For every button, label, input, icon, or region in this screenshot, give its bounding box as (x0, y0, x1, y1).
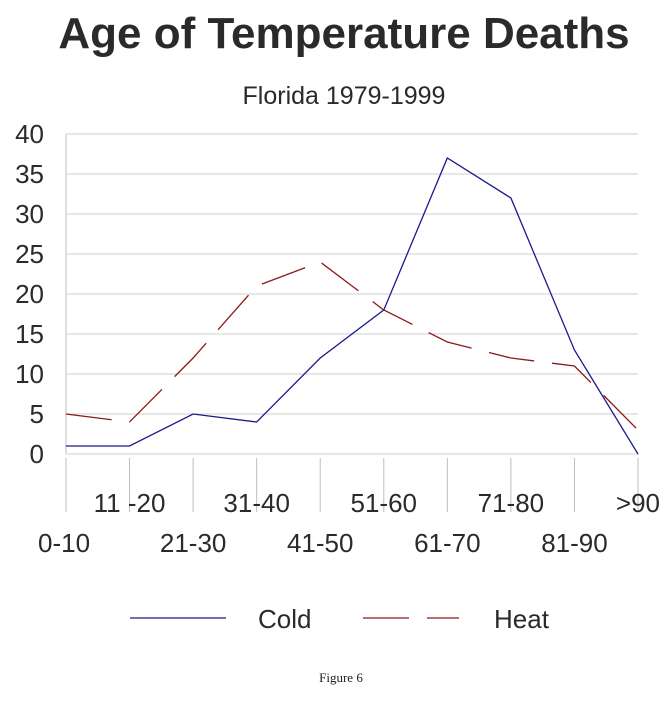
x-tick-label: 11 -20 (94, 488, 166, 518)
x-tick-label: 81-90 (541, 528, 608, 558)
series-lines (65, 157, 639, 455)
legend-label-heat: Heat (494, 604, 550, 634)
x-tick-label: 71-80 (478, 488, 545, 518)
x-tick-label: 61-70 (414, 528, 481, 558)
y-tick-label: 30 (15, 199, 44, 229)
x-tick-label: 41-50 (287, 528, 354, 558)
chart-subtitle: Florida 1979-1999 (243, 82, 446, 110)
x-tick-label: 51-60 (351, 488, 418, 518)
legend: Cold Heat (130, 604, 550, 634)
x-tick-label: 21-30 (160, 528, 227, 558)
y-axis-ticks: 40 35 30 25 20 15 10 5 0 (15, 119, 44, 469)
x-tick-label: 0-10 (38, 528, 90, 558)
y-tick-label: 5 (30, 399, 44, 429)
y-tick-label: 20 (15, 279, 44, 309)
chart-title: Age of Temperature Deaths (58, 9, 629, 58)
series-line-heat (65, 261, 639, 431)
y-tick-label: 25 (15, 239, 44, 269)
x-tick-label: >90 (616, 488, 660, 518)
y-tick-label: 15 (15, 319, 44, 349)
series-line-cold (66, 157, 639, 455)
figure-caption: Figure 6 (319, 670, 363, 685)
y-tick-label: 35 (15, 159, 44, 189)
grid (65, 133, 638, 455)
y-tick-label: 10 (15, 359, 44, 389)
y-tick-label: 40 (15, 119, 44, 149)
y-tick-label: 0 (30, 439, 44, 469)
x-tick-label: 31-40 (223, 488, 290, 518)
legend-label-cold: Cold (258, 604, 311, 634)
